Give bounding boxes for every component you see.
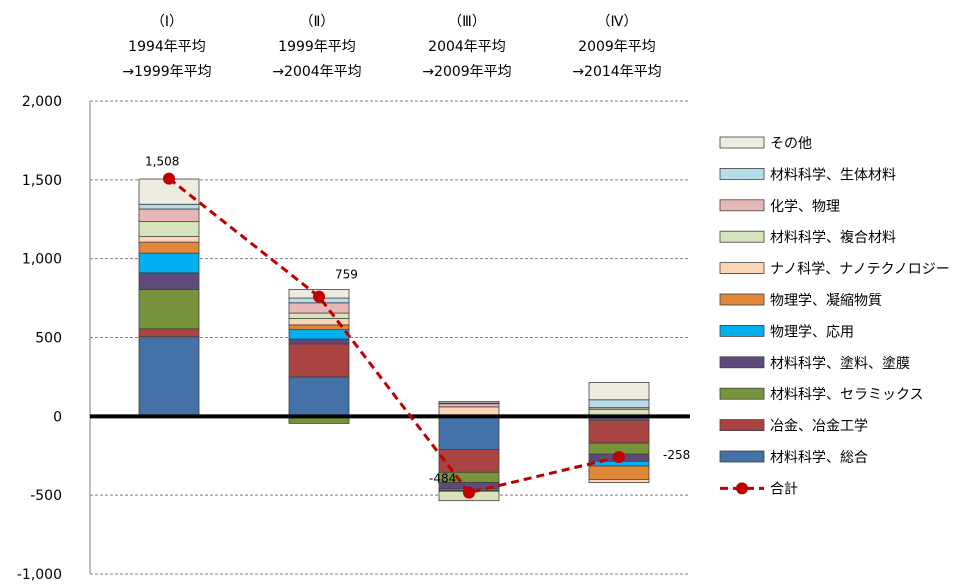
category-label: （Ⅳ） <box>597 14 638 30</box>
legend-label: ナノ科学、ナノテクノロジー <box>770 262 950 278</box>
legend-label: 化学、物理 <box>770 199 840 215</box>
bar-segment <box>138 328 200 338</box>
bar-segment <box>438 400 500 404</box>
legend-label: 材料科学、塗料、塗膜 <box>770 355 910 372</box>
category-label: 1994年平均 <box>128 39 206 55</box>
legend-label: 合計 <box>770 481 798 497</box>
bar-segment <box>288 343 350 378</box>
bar-segment <box>138 336 200 417</box>
category-label: →2004年平均 <box>272 64 361 80</box>
category-label: （Ⅰ） <box>151 14 183 30</box>
legend-swatch <box>719 199 765 212</box>
bar-segment <box>588 478 650 483</box>
y-tick-label: 1,000 <box>22 252 62 268</box>
legend-swatch <box>719 136 765 149</box>
legend-label: 冶金、冶金工学 <box>770 419 868 435</box>
legend-swatch <box>719 167 765 180</box>
total-point <box>163 172 175 185</box>
legend-label: 材料科学、複合材料 <box>770 229 896 246</box>
bar-segment <box>588 382 650 401</box>
bar-segment <box>288 329 350 340</box>
legend-swatch <box>719 419 765 432</box>
y-tick-label: -1,000 <box>17 567 62 583</box>
bar-segment <box>138 208 200 223</box>
legend-label: 材料科学、セラミックス <box>770 387 924 403</box>
legend-label: 材料科学、総合 <box>770 450 868 466</box>
bar-segment <box>588 465 650 480</box>
bar-segment <box>588 399 650 409</box>
bar-segment <box>138 203 200 210</box>
legend-swatch <box>719 324 765 337</box>
y-tick-label: 500 <box>35 331 62 347</box>
total-data-label: 759 <box>335 268 358 282</box>
bar-segment <box>288 376 350 417</box>
total-line <box>168 177 620 495</box>
y-tick-label: 2,000 <box>22 94 62 110</box>
legend-label: 材料科学、生体材料 <box>770 167 896 183</box>
legend-total-marker <box>736 482 748 495</box>
bar-segment <box>138 221 200 237</box>
bar-segment <box>138 236 200 243</box>
legend-label: その他 <box>770 136 812 152</box>
bar-segment <box>438 449 500 473</box>
bar-segment <box>588 419 650 444</box>
category-label: 1999年平均 <box>278 39 356 55</box>
category-label: →1999年平均 <box>122 64 211 80</box>
bar-segment <box>438 403 500 408</box>
bar-segment <box>138 252 200 274</box>
category-label: 2004年平均 <box>428 39 506 55</box>
bar-segment <box>288 338 350 345</box>
category-label: （Ⅲ） <box>448 14 486 30</box>
bar-segment <box>138 241 200 254</box>
legend-swatch <box>719 262 765 275</box>
bar-segment <box>138 272 200 290</box>
legend-swatch <box>719 450 765 463</box>
bar-segment <box>138 289 200 330</box>
y-tick-label: -500 <box>30 488 62 504</box>
legend-label: 物理学、応用 <box>770 324 854 340</box>
category-label: →2014年平均 <box>572 64 661 80</box>
total-data-label: -484 <box>429 472 456 486</box>
legend-swatch <box>719 293 765 306</box>
total-point <box>463 486 475 499</box>
legend-swatch <box>719 356 765 369</box>
total-point <box>613 451 625 464</box>
total-data-label: 1,508 <box>145 155 179 169</box>
legend-swatch <box>719 230 765 243</box>
bar-segment <box>288 312 350 319</box>
bar-segment <box>288 302 350 314</box>
category-label: （Ⅱ） <box>300 14 335 30</box>
category-label: 2009年平均 <box>578 39 656 55</box>
legend-swatch <box>719 387 765 400</box>
total-data-label: -258 <box>663 448 690 462</box>
y-tick-label: 1,500 <box>22 173 62 189</box>
legend-label: 物理学、凝縮物質 <box>770 293 882 309</box>
category-label: →2009年平均 <box>422 64 511 80</box>
bar-segment <box>438 415 500 450</box>
total-point <box>313 290 325 303</box>
y-tick-label: 0 <box>53 409 62 425</box>
